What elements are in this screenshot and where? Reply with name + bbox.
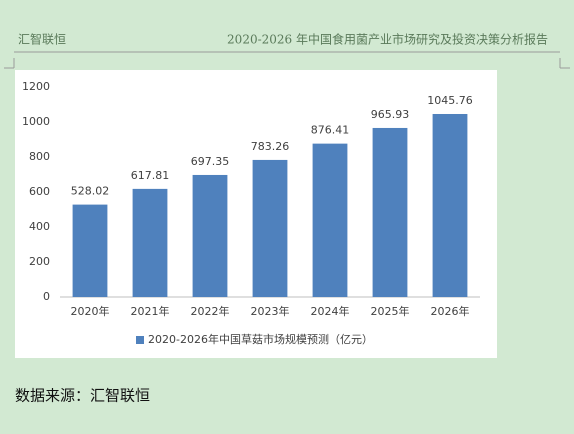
bar: [312, 143, 348, 297]
y-tick-label: 600: [29, 185, 50, 198]
x-tick-label: 2024年: [311, 304, 350, 318]
x-tick-label: 2020年: [71, 304, 110, 318]
bar: [432, 113, 468, 297]
bar: [372, 127, 408, 297]
y-tick-label: 800: [29, 150, 50, 163]
bar: [192, 174, 228, 297]
x-tick-label: 2026年: [431, 304, 470, 318]
header-right: 2020-2026 年中国食用菌产业市场研究及投资决策分析报告: [227, 32, 548, 47]
data-label: 783.26: [251, 140, 290, 153]
x-tick-label: 2021年: [131, 304, 170, 318]
bar: [252, 159, 288, 297]
x-tick-label: 2025年: [371, 304, 410, 318]
x-tick-label: 2023年: [251, 304, 290, 318]
y-tick-label: 400: [29, 220, 50, 233]
data-label: 697.35: [191, 155, 230, 168]
data-label: 876.41: [311, 124, 350, 137]
y-tick-label: 1000: [22, 115, 50, 128]
data-label: 617.81: [131, 169, 170, 182]
bar: [72, 204, 108, 297]
data-label: 1045.76: [427, 94, 473, 107]
chart: 0 200 400 600 800 1000 1200 2020年 528.02 2021年 617…: [22, 80, 480, 346]
data-label: 965.93: [371, 108, 410, 121]
x-tick-label: 2022年: [191, 304, 230, 318]
y-tick-label: 0: [43, 290, 50, 303]
y-tick-label: 1200: [22, 80, 50, 93]
margin-marks: [4, 58, 570, 69]
header-left: 汇智联恒: [18, 32, 66, 47]
legend-swatch: [136, 336, 144, 344]
y-tick-label: 200: [29, 255, 50, 268]
legend-label: 2020-2026年中国草菇市场规模预测（亿元）: [148, 332, 373, 346]
source-note: 数据来源：汇智联恒: [15, 387, 150, 405]
bar: [132, 188, 168, 297]
data-label: 528.02: [71, 185, 110, 198]
